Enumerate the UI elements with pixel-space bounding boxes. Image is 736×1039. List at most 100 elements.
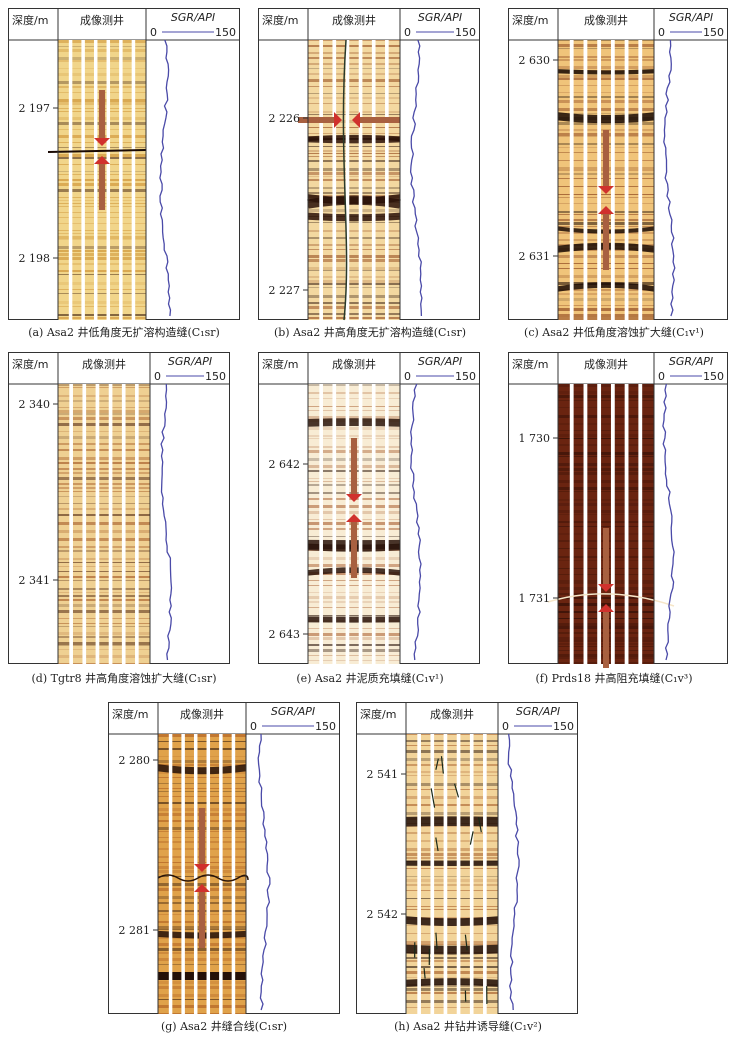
gr-scale-min: 0	[404, 26, 411, 39]
texture-band	[308, 146, 400, 147]
arrow-down-shaft	[603, 130, 609, 186]
texture-band	[308, 295, 400, 298]
arrow-down-head	[598, 584, 614, 592]
dark-bed	[557, 282, 655, 292]
pad-gap	[332, 384, 337, 664]
image-background	[158, 734, 246, 1014]
texture-band	[58, 212, 146, 213]
gr-scale-min: 0	[154, 370, 161, 383]
texture-band	[308, 255, 400, 258]
texture-band	[58, 57, 146, 60]
texture-band	[558, 487, 654, 490]
texture-band	[308, 276, 400, 278]
texture-band	[558, 423, 654, 425]
pad-gap	[231, 734, 236, 1014]
texture-band	[58, 487, 150, 489]
texture-band	[558, 108, 654, 111]
texture-band	[308, 52, 400, 54]
pad-gap	[610, 40, 615, 320]
texture-band	[406, 857, 498, 859]
depth-label: 2 226	[269, 112, 301, 125]
texture-band	[58, 599, 150, 601]
texture-band	[406, 848, 498, 851]
texture-band	[308, 73, 400, 75]
texture-band	[308, 244, 400, 246]
texture-band	[406, 860, 498, 862]
caption-b: (b) Asa2 井高角度无扩溶构造缝(C₁sr)	[273, 326, 467, 339]
arrow-down-head	[194, 864, 210, 872]
arrow-left-shaft	[360, 117, 400, 123]
texture-band	[158, 788, 246, 789]
pad-gap	[583, 40, 588, 320]
texture-band	[406, 992, 498, 994]
dark-bed	[158, 972, 246, 980]
texture-band	[58, 431, 150, 432]
texture-band	[558, 463, 654, 466]
borehole-image	[405, 734, 499, 1014]
pad-gap	[430, 734, 435, 1014]
texture-band	[58, 483, 150, 485]
arrow-down-head	[94, 138, 110, 146]
fracture-trace	[47, 149, 147, 153]
texture-band	[58, 550, 150, 552]
texture-band	[406, 775, 498, 776]
texture-band	[308, 410, 400, 411]
texture-band	[308, 505, 400, 508]
texture-band	[58, 595, 150, 597]
pad-gap	[358, 40, 363, 320]
texture-band	[406, 884, 498, 886]
texture-band	[58, 410, 150, 413]
gr-scale-max: 150	[315, 720, 336, 733]
pad-gap	[385, 384, 389, 664]
texture-band	[308, 580, 400, 581]
depth-label: 2 542	[367, 908, 399, 921]
texture-band	[58, 49, 146, 52]
texture-band	[308, 249, 400, 250]
texture-band	[58, 289, 146, 290]
dark-bed	[405, 916, 499, 927]
texture-band	[558, 499, 654, 501]
texture-band	[308, 172, 400, 175]
induced-fracture	[469, 831, 474, 845]
texture-band	[308, 649, 400, 652]
texture-band	[558, 452, 654, 455]
caption-a: (a) Asa2 井低角度无扩溶构造缝(C₁sr)	[28, 326, 220, 339]
texture-band	[558, 122, 654, 125]
panel-h-svg: 深度/m 成像测井 SGR/API 0 150 2 541 2 542	[356, 702, 578, 1014]
texture-band	[558, 434, 654, 437]
dark-bed	[557, 112, 655, 124]
pad-gap	[193, 734, 198, 1014]
caption-g: (g) Asa2 井缝合线(C₁sr)	[160, 1020, 288, 1033]
texture-band	[58, 73, 146, 76]
dark-bed	[405, 978, 499, 987]
gr-header: SGR/API	[669, 11, 713, 24]
texture-band	[308, 259, 400, 262]
texture-band	[308, 127, 400, 128]
pad-gap	[131, 40, 136, 320]
texture-band	[406, 771, 498, 773]
depth-header: 深度/m	[12, 357, 48, 371]
texture-band	[308, 209, 400, 212]
borehole-image	[157, 734, 249, 1014]
pad-gap	[68, 40, 73, 320]
pad-gap	[121, 384, 126, 664]
texture-band	[58, 649, 150, 650]
texture-band	[158, 796, 246, 797]
texture-band	[558, 56, 654, 58]
texture-band	[406, 832, 498, 834]
texture-band	[158, 981, 246, 984]
texture-band	[406, 933, 498, 934]
texture-band	[58, 317, 146, 319]
texture-band	[308, 615, 400, 616]
texture-band	[58, 154, 146, 157]
texture-band	[558, 503, 654, 506]
borehole-image	[58, 384, 150, 664]
texture-band	[308, 150, 400, 152]
gr-scale-max: 150	[455, 370, 476, 383]
texture-band	[558, 44, 654, 47]
texture-band	[58, 306, 146, 307]
texture-band	[558, 384, 654, 387]
texture-band	[406, 977, 498, 978]
arrow-down-shaft	[351, 438, 357, 494]
texture-band	[558, 113, 654, 114]
